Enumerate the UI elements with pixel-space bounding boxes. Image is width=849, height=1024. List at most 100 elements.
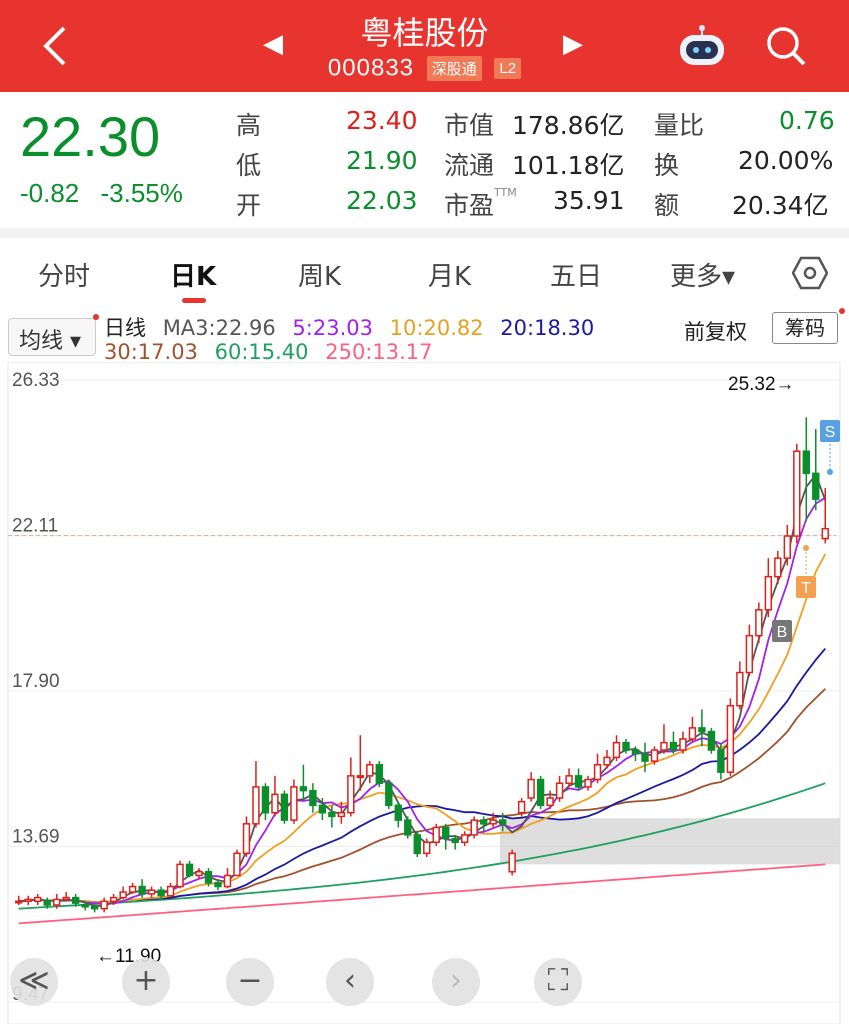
candle-body: [479, 819, 488, 825]
ma10-label: 10:20.82: [389, 316, 484, 340]
candle-body: [489, 819, 497, 825]
prev-stock-icon[interactable]: ◀: [263, 28, 283, 58]
tab-more[interactable]: 更多▾: [670, 262, 736, 292]
y-tick-label: 17.90: [12, 671, 60, 692]
open-label: 开: [236, 191, 262, 220]
candle-body: [62, 896, 70, 901]
y-tick-label: 26.33: [12, 370, 60, 391]
robot-assistant-icon[interactable]: [676, 24, 728, 68]
turnover-value: 20.00%: [738, 146, 834, 175]
stock-code: 000833: [327, 54, 415, 82]
adjust-mode[interactable]: 前复权: [684, 320, 747, 344]
ma60-line: [18, 782, 826, 910]
marker-dot: [803, 545, 809, 551]
change-percent: -3.55%: [100, 178, 183, 208]
candle-body: [128, 885, 137, 893]
settings-hexagon-icon[interactable]: [792, 256, 828, 290]
ma-selector-button[interactable]: 均线 ▾: [8, 318, 96, 356]
candle-body: [53, 898, 61, 906]
section-divider: [0, 228, 849, 238]
stock-name: 粤桂股份: [360, 14, 489, 52]
tab-monthly-k[interactable]: 月K: [428, 262, 472, 292]
back-icon[interactable]: [36, 22, 76, 70]
candle-body: [764, 575, 773, 611]
candle-body: [404, 819, 412, 836]
period-label: 日线: [104, 316, 146, 340]
candle-body: [119, 891, 127, 899]
candle-body: [138, 885, 146, 895]
open-value: 22.03: [346, 186, 418, 215]
level-badge: L2: [494, 58, 522, 80]
search-icon[interactable]: [764, 24, 808, 68]
tab-intraday[interactable]: 分时: [38, 262, 91, 292]
tab-five-day[interactable]: 五日: [550, 262, 603, 292]
pe-ttm: TTM: [494, 186, 517, 199]
candle-body: [71, 896, 80, 904]
candle-body: [679, 738, 687, 751]
signal-marker-label: T: [801, 580, 811, 597]
candle-body: [688, 727, 697, 740]
candle-body: [774, 557, 782, 578]
candle-body: [290, 786, 298, 821]
candle-body: [498, 819, 507, 825]
signal-marker: [820, 420, 840, 442]
candle-body: [157, 889, 165, 897]
ma250-line: [18, 863, 826, 925]
ma30-line: [18, 688, 826, 904]
tab-weekly-k[interactable]: 周K: [298, 262, 342, 292]
low-label: 低: [236, 151, 262, 180]
ma30-label: 30:17.03: [104, 340, 198, 364]
zoom-in-icon[interactable]: +: [122, 958, 170, 1006]
quote-panel: 22.30 -0.82 -3.55% 高 23.40 低 21.90 开 22.…: [0, 92, 849, 226]
candle-body: [717, 749, 725, 773]
mcap-value: 178.86亿: [512, 111, 625, 140]
candle-body: [81, 904, 89, 908]
candle-body: [812, 472, 820, 500]
signal-marker-label: S: [825, 424, 836, 441]
scroll-left-icon[interactable]: ‹: [326, 958, 374, 1006]
next-stock-icon[interactable]: ▶: [563, 28, 583, 58]
candle-body: [546, 797, 554, 807]
stock-code-row: 000833 深股通 L2: [0, 54, 849, 83]
candle-body: [555, 782, 564, 799]
candle-body: [100, 900, 108, 910]
candle-body: [442, 826, 450, 840]
mcap-label: 市值: [444, 111, 495, 140]
candle-body: [707, 730, 716, 751]
candle-body: [204, 871, 213, 884]
candle-body: [214, 882, 222, 888]
candle-body: [109, 896, 118, 903]
scroll-right-icon[interactable]: ›: [432, 958, 480, 1006]
volume-ratio-value: 0.76: [779, 106, 835, 135]
candle-body: [34, 896, 42, 903]
fullscreen-icon[interactable]: ⛶: [534, 958, 582, 1006]
pe-label: 市盈TTM: [444, 186, 517, 222]
chip-distribution-button[interactable]: 筹码: [772, 312, 838, 344]
y-tick-label: 22.11: [12, 516, 58, 537]
candle-body: [375, 764, 383, 784]
candle-body: [299, 786, 308, 792]
candle-body: [461, 834, 469, 844]
candle-body: [223, 874, 232, 888]
candle-body: [755, 609, 763, 637]
legend-dot: [93, 314, 99, 320]
tab-daily-k[interactable]: 日K: [170, 262, 217, 292]
candle-body: [233, 852, 241, 877]
candle-body: [745, 634, 754, 674]
candle-body: [309, 789, 317, 807]
candle-body: [15, 900, 23, 904]
signal-marker: [772, 620, 792, 642]
candle-body: [593, 764, 602, 781]
zoom-out-icon[interactable]: −: [226, 958, 274, 1006]
candle-body: [622, 741, 630, 751]
chart-frame: [7, 362, 841, 1024]
candle-body: [328, 811, 336, 818]
collapse-icon[interactable]: ≪: [10, 958, 58, 1006]
ma20-label: 20:18.30: [500, 316, 595, 340]
candle-body: [660, 741, 668, 751]
candle-body: [90, 906, 99, 910]
candle-body: [736, 671, 744, 707]
amount-label: 额: [654, 191, 680, 220]
candle-body: [508, 852, 516, 873]
